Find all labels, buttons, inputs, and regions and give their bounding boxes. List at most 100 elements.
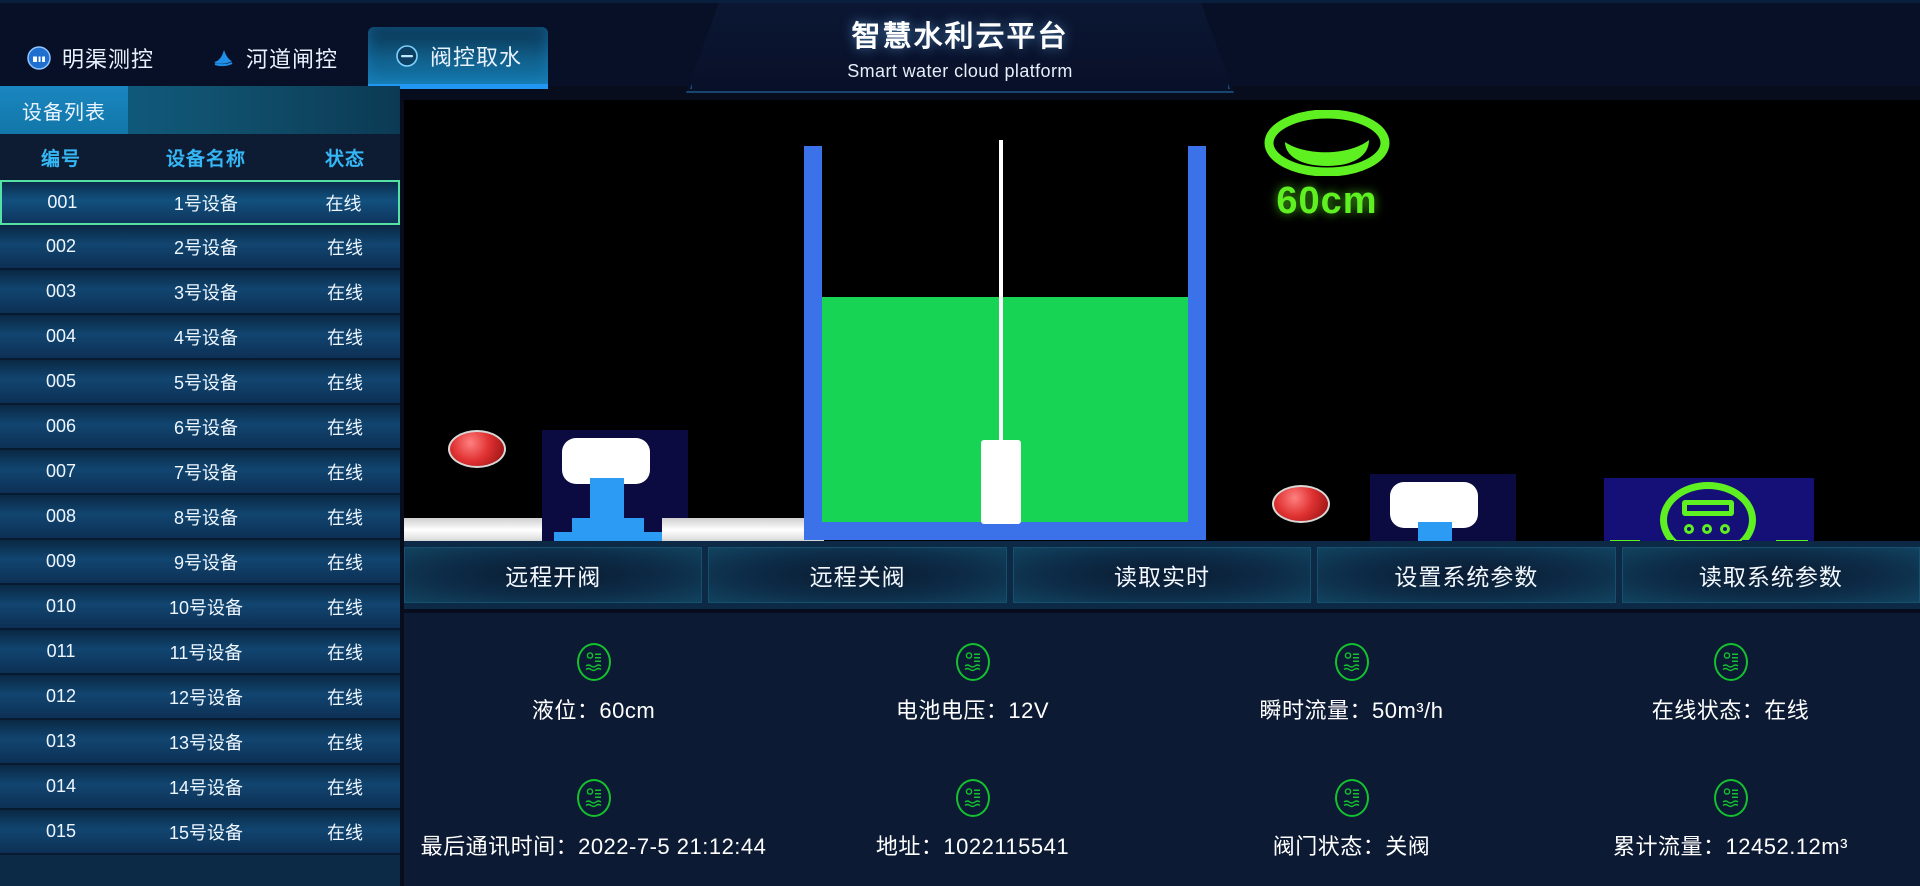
flow-meter-notch-left bbox=[1640, 540, 1674, 541]
outlet-valve bbox=[1362, 474, 1516, 541]
inlet-valve-notch-left bbox=[554, 518, 572, 532]
tab-valve-intake[interactable]: 阀控取水 bbox=[368, 27, 549, 89]
tank-level-badge: 60cm bbox=[1232, 109, 1422, 223]
device-row[interactable]: 005 5号设备 在线 bbox=[0, 360, 400, 405]
device-row[interactable]: 009 9号设备 在线 bbox=[0, 540, 400, 585]
device-row-id: 011 bbox=[46, 641, 76, 661]
tank-level-value: 60cm bbox=[1276, 180, 1378, 222]
outlet-valve-handwheel bbox=[1390, 482, 1478, 528]
column-header-id: 编号 bbox=[40, 148, 81, 170]
telemetry-item-text: 累计流量：12452.12m³ bbox=[1613, 834, 1848, 859]
inlet-valve-indicator-led bbox=[448, 430, 506, 468]
page-title: 智慧水利云平台 bbox=[851, 21, 1069, 53]
read-realtime-button[interactable]: 读取实时 bbox=[1012, 547, 1312, 603]
tab-open-channel[interactable]: 明渠测控 bbox=[0, 27, 180, 89]
device-row-name: 4号设备 bbox=[173, 327, 238, 348]
top-bar: 明渠测控 河道闸控 阀控取水 bbox=[0, 0, 1920, 93]
column-header-name: 设备名称 bbox=[165, 148, 246, 170]
water-level-gauge-icon bbox=[1722, 652, 1738, 672]
tab-river-gate[interactable]: 河道闸控 bbox=[184, 27, 364, 89]
telemetry-item-text: 在线状态：在线 bbox=[1651, 698, 1810, 723]
read-system-params-button[interactable]: 读取系统参数 bbox=[1621, 547, 1920, 603]
device-row-status: 在线 bbox=[327, 732, 363, 753]
device-row-id: 003 bbox=[45, 281, 77, 301]
telemetry-item-text: 阀门状态：关阀 bbox=[1272, 834, 1431, 859]
telemetry-item: 地址：1022115541 bbox=[783, 749, 1162, 885]
telemetry-item-text: 电池电压：12V bbox=[895, 698, 1050, 723]
set-system-params-button[interactable]: 设置系统参数 bbox=[1317, 547, 1616, 603]
telemetry-item: 累计流量：12452.12m³ bbox=[1541, 749, 1920, 885]
sidebar-tabstrip: 设备列表 bbox=[0, 86, 400, 134]
telemetry-item: 电池电压：12V bbox=[783, 613, 1162, 749]
water-level-gauge-icon bbox=[955, 643, 990, 681]
device-row-name: 10号设备 bbox=[168, 597, 244, 618]
device-row-id: 006 bbox=[45, 416, 77, 436]
water-level-gauge-icon bbox=[1334, 643, 1369, 681]
water-level-gauge-icon bbox=[585, 652, 601, 672]
water-level-gauge-icon bbox=[576, 779, 611, 817]
page-subtitle: Smart water cloud platform bbox=[847, 61, 1073, 81]
device-row-status: 在线 bbox=[327, 552, 363, 573]
tank-wall-bottom bbox=[804, 522, 1206, 540]
water-level-gauge-icon bbox=[1713, 643, 1748, 681]
device-row-status: 在线 bbox=[327, 462, 363, 483]
flow-meter-button-3 bbox=[1720, 524, 1730, 534]
device-row-status: 在线 bbox=[327, 642, 363, 663]
water-level-gauge-icon bbox=[576, 643, 611, 681]
device-row-status: 在线 bbox=[327, 507, 363, 528]
level-probe-sensor bbox=[981, 440, 1021, 524]
device-row[interactable]: 013 13号设备 在线 bbox=[0, 720, 400, 765]
device-row-name: 12号设备 bbox=[168, 687, 244, 708]
water-level-gauge-icon bbox=[955, 779, 990, 817]
device-row-status: 在线 bbox=[327, 687, 363, 708]
inlet-valve-stem bbox=[590, 478, 624, 522]
remote-open-valve-button[interactable]: 远程开阀 bbox=[404, 547, 703, 603]
device-row[interactable]: 014 14号设备 在线 bbox=[0, 765, 400, 810]
sidebar-tab-device-list[interactable]: 设备列表 bbox=[0, 86, 128, 134]
device-row-id: 014 bbox=[45, 776, 77, 796]
flow-meter-button-2 bbox=[1702, 524, 1712, 534]
inlet-valve bbox=[534, 430, 688, 541]
water-level-gauge-icon bbox=[1343, 788, 1359, 808]
device-row-name: 1号设备 bbox=[173, 193, 238, 214]
device-row-id: 004 bbox=[45, 326, 77, 346]
inlet-valve-body bbox=[554, 518, 662, 541]
flow-meter-button-1 bbox=[1684, 524, 1694, 534]
device-row-status: 在线 bbox=[327, 777, 363, 798]
device-row-id: 013 bbox=[45, 731, 77, 751]
device-table-body[interactable]: 001 1号设备 在线 002 2号设备 在线 003 3号设备 在线 004 4号设备 在线 005 5… bbox=[0, 180, 400, 886]
device-row-id: 001 bbox=[47, 192, 78, 212]
column-header-status: 状态 bbox=[324, 148, 365, 170]
device-row[interactable]: 006 6号设备 在线 bbox=[0, 405, 400, 450]
device-row-status: 在线 bbox=[327, 327, 363, 348]
device-row[interactable]: 012 12号设备 在线 bbox=[0, 675, 400, 720]
tab-river-gate-label: 河道闸控 bbox=[246, 47, 339, 72]
device-row[interactable]: 011 11号设备 在线 bbox=[0, 630, 400, 675]
device-row[interactable]: 010 10号设备 在线 bbox=[0, 585, 400, 630]
device-row-name: 11号设备 bbox=[169, 642, 243, 663]
device-row[interactable]: 003 3号设备 在线 bbox=[0, 270, 400, 315]
remote-close-valve-button[interactable]: 远程关阀 bbox=[708, 547, 1007, 603]
flow-meter-screen bbox=[1682, 500, 1734, 516]
telemetry-item: 液位：60cm bbox=[404, 613, 783, 749]
tab-valve-intake-label: 阀控取水 bbox=[430, 44, 523, 70]
device-row[interactable]: 001 1号设备 在线 bbox=[0, 180, 400, 225]
device-row[interactable]: 008 8号设备 在线 bbox=[0, 495, 400, 540]
device-row[interactable]: 004 4号设备 在线 bbox=[0, 315, 400, 360]
device-row-status: 在线 bbox=[325, 193, 362, 214]
tank-wall-right bbox=[1188, 146, 1206, 540]
device-row-id: 007 bbox=[45, 461, 77, 481]
device-row-name: 9号设备 bbox=[173, 552, 238, 573]
device-row[interactable]: 002 2号设备 在线 bbox=[0, 225, 400, 270]
telemetry-row-1: 液位：60cm 电池电压：12V 瞬时流量：50m³/h 在线状态：在线 bbox=[404, 613, 1920, 749]
device-row-name: 15号设备 bbox=[168, 822, 244, 843]
device-row-name: 7号设备 bbox=[173, 462, 238, 483]
device-row-name: 5号设备 bbox=[173, 372, 238, 393]
device-row[interactable]: 015 15号设备 在线 bbox=[0, 810, 400, 855]
flow-meter-body bbox=[1610, 540, 1808, 541]
tank-wall-left bbox=[804, 146, 822, 540]
device-row[interactable]: 007 7号设备 在线 bbox=[0, 450, 400, 495]
device-row-name: 3号设备 bbox=[173, 282, 238, 303]
process-diagram: 60cm bbox=[404, 100, 1920, 541]
